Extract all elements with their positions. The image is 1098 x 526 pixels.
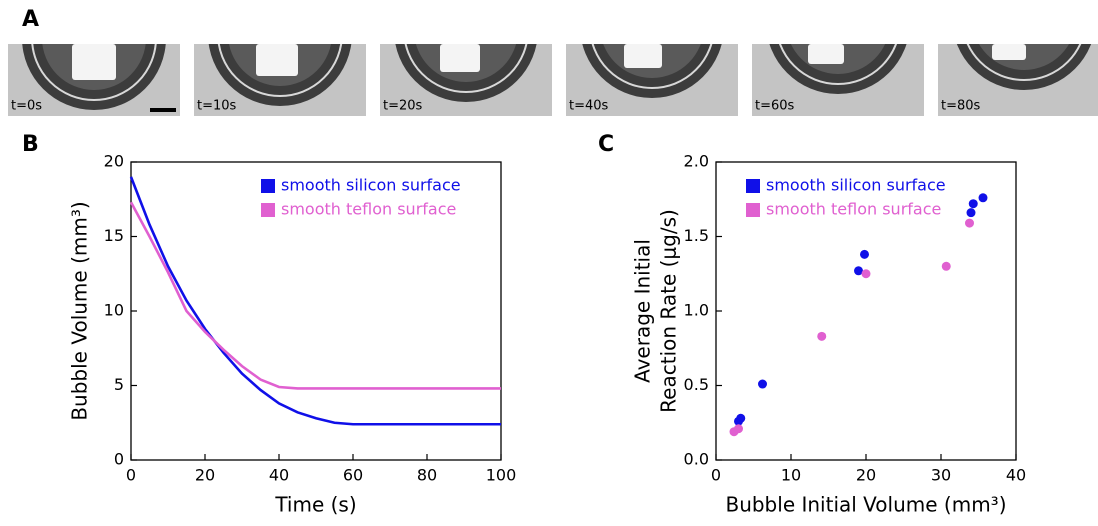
x-tick-label: 10 [781, 466, 801, 485]
snapshot-image [380, 44, 552, 116]
snapshot: t=40s [566, 44, 738, 116]
y-tick-label: 1.0 [684, 301, 709, 320]
x-tick-label: 40 [269, 466, 289, 485]
snapshot-caption: t=80s [941, 99, 981, 114]
legend-label: smooth silicon surface [766, 176, 946, 195]
scatter-point [758, 379, 767, 389]
scatter-point [966, 208, 976, 218]
bubble [440, 44, 480, 72]
snapshot: t=20s [380, 44, 552, 116]
snapshot-image [8, 44, 180, 116]
y-axis-label: Bubble Volume (mm³) [68, 201, 92, 420]
panel-label: B [22, 132, 39, 157]
y-tick-label: 2.0 [684, 152, 709, 171]
x-tick-label: 0 [711, 466, 721, 485]
x-tick-label: 60 [343, 466, 363, 485]
x-axis-label: Time (s) [274, 493, 356, 517]
x-tick-label: 0 [126, 466, 136, 485]
y-tick-label: 5 [114, 375, 124, 394]
x-tick-label: 30 [931, 466, 951, 485]
y-axis-label: Reaction Rate (μg/s) [657, 209, 681, 413]
y-tick-label: 0 [114, 450, 124, 469]
series-line [129, 176, 501, 426]
snapshot-image [566, 44, 738, 116]
x-tick-label: 100 [486, 466, 517, 485]
y-tick-label: 0.5 [684, 375, 709, 394]
scatter-point [736, 413, 746, 423]
droplet-rim [404, 44, 528, 93]
legend-swatch [746, 203, 760, 217]
snapshot-caption: t=60s [755, 99, 795, 114]
legend-label: smooth teflon surface [766, 200, 941, 219]
y-tick-label: 1.5 [684, 226, 709, 245]
y-axis-label: Average Initial [631, 239, 655, 383]
x-axis-label: Bubble Initial Volume (mm³) [725, 493, 1006, 517]
panel-label: C [598, 132, 614, 157]
snapshot: t=80s [938, 44, 1098, 116]
bubble [808, 44, 844, 64]
snapshot-caption: t=0s [11, 99, 42, 114]
scatter-point [968, 199, 978, 209]
scatter-point [854, 266, 863, 276]
legend-label: smooth teflon surface [281, 200, 456, 219]
snapshot-image [938, 44, 1098, 116]
legend-label: smooth silicon surface [281, 176, 461, 195]
legend-swatch [261, 203, 275, 217]
bubble [256, 44, 298, 76]
snapshot-caption: t=20s [383, 99, 423, 114]
bubble [992, 44, 1026, 60]
snapshot-caption: t=10s [197, 99, 237, 114]
y-tick-label: 20 [104, 152, 124, 171]
snapshot-image [194, 44, 366, 116]
x-tick-label: 40 [1006, 466, 1026, 485]
x-tick-label: 80 [417, 466, 437, 485]
bubble [624, 44, 662, 68]
droplet-rim [966, 44, 1082, 81]
scatter-point [860, 249, 869, 259]
snapshot: t=10s [194, 44, 366, 116]
bubble [72, 44, 116, 80]
y-tick-label: 15 [104, 226, 124, 245]
legend-swatch [261, 179, 275, 193]
snapshot: t=0s [8, 44, 180, 116]
x-tick-label: 20 [856, 466, 876, 485]
scatter-point [965, 218, 974, 228]
scatter-point [861, 269, 871, 279]
series-line [129, 201, 501, 390]
droplet-rim [591, 44, 713, 89]
scatter-point [941, 261, 951, 271]
y-tick-label: 0.0 [684, 450, 709, 469]
scatter-point [978, 193, 988, 203]
x-tick-label: 20 [195, 466, 215, 485]
droplet-rim [31, 44, 157, 101]
droplet-rim [217, 44, 343, 97]
droplet-rim [778, 44, 898, 85]
scale-bar [150, 108, 176, 112]
snapshot-caption: t=40s [569, 99, 609, 114]
legend-swatch [746, 179, 760, 193]
snapshot-image [752, 44, 924, 116]
snapshot: t=60s [752, 44, 924, 116]
y-tick-label: 10 [104, 301, 124, 320]
panel-label: A [22, 7, 39, 32]
scatter-point [817, 331, 827, 341]
scatter-point [734, 424, 743, 434]
